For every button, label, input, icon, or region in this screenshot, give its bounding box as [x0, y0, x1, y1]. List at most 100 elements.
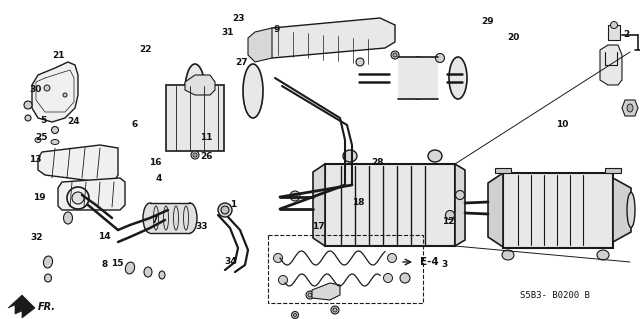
Text: 26: 26: [200, 152, 212, 161]
Ellipse shape: [333, 308, 337, 312]
Ellipse shape: [185, 64, 205, 118]
Text: 14: 14: [98, 232, 111, 241]
Text: 16: 16: [148, 158, 161, 167]
Polygon shape: [600, 45, 622, 85]
Ellipse shape: [597, 250, 609, 260]
Ellipse shape: [144, 267, 152, 277]
Ellipse shape: [218, 203, 232, 217]
Ellipse shape: [24, 101, 32, 109]
Polygon shape: [38, 145, 118, 182]
Text: E-4: E-4: [420, 257, 439, 267]
Ellipse shape: [290, 191, 300, 201]
Ellipse shape: [449, 57, 467, 99]
Polygon shape: [313, 164, 325, 246]
Text: 3: 3: [442, 260, 448, 269]
Text: 23: 23: [232, 14, 244, 23]
Ellipse shape: [44, 85, 50, 91]
Text: 20: 20: [507, 33, 520, 42]
Ellipse shape: [435, 54, 445, 63]
Ellipse shape: [445, 211, 454, 219]
Text: 31: 31: [221, 28, 234, 37]
Ellipse shape: [456, 190, 465, 199]
Polygon shape: [185, 75, 215, 95]
Ellipse shape: [191, 151, 199, 159]
Bar: [398, 57, 438, 99]
Text: 19: 19: [33, 193, 46, 202]
Ellipse shape: [51, 127, 58, 133]
Polygon shape: [608, 25, 620, 40]
Ellipse shape: [72, 192, 84, 204]
Ellipse shape: [63, 93, 67, 97]
Text: 33: 33: [195, 222, 208, 231]
Ellipse shape: [387, 254, 397, 263]
Text: 10: 10: [556, 120, 568, 129]
Polygon shape: [622, 100, 638, 116]
Ellipse shape: [502, 250, 514, 260]
Ellipse shape: [25, 115, 31, 121]
Text: 15: 15: [111, 259, 124, 268]
Text: 1: 1: [230, 200, 237, 209]
Text: 21: 21: [52, 51, 65, 60]
Ellipse shape: [428, 150, 442, 162]
Ellipse shape: [183, 203, 197, 233]
Ellipse shape: [308, 293, 312, 297]
Polygon shape: [8, 295, 35, 318]
Ellipse shape: [306, 291, 314, 299]
Bar: [268, 235, 423, 303]
Ellipse shape: [273, 254, 282, 263]
Bar: [166, 85, 224, 151]
Ellipse shape: [383, 273, 392, 283]
Ellipse shape: [331, 306, 339, 314]
Ellipse shape: [294, 314, 296, 316]
Text: 17: 17: [312, 222, 325, 231]
Ellipse shape: [45, 274, 51, 282]
Polygon shape: [488, 173, 503, 247]
Ellipse shape: [278, 276, 287, 285]
Ellipse shape: [343, 150, 357, 162]
Ellipse shape: [292, 194, 298, 198]
Polygon shape: [605, 168, 621, 173]
Ellipse shape: [44, 256, 52, 268]
Text: 29: 29: [481, 17, 494, 26]
Polygon shape: [495, 168, 511, 173]
Ellipse shape: [627, 192, 635, 227]
Text: 32: 32: [31, 233, 44, 242]
Ellipse shape: [391, 51, 399, 59]
Ellipse shape: [400, 273, 410, 283]
Text: 27: 27: [236, 58, 248, 67]
Text: 34: 34: [224, 257, 237, 266]
Text: 7: 7: [152, 216, 158, 225]
Text: 11: 11: [200, 133, 212, 142]
Ellipse shape: [611, 21, 618, 28]
Text: 28: 28: [371, 158, 384, 167]
Ellipse shape: [393, 53, 397, 57]
Ellipse shape: [243, 64, 263, 118]
Ellipse shape: [159, 271, 165, 279]
Bar: [325, 164, 455, 246]
Polygon shape: [613, 178, 631, 242]
Text: 4: 4: [156, 174, 162, 183]
Text: 12: 12: [442, 217, 454, 226]
Ellipse shape: [409, 57, 427, 99]
Ellipse shape: [35, 137, 41, 143]
Polygon shape: [312, 283, 340, 300]
Text: 2: 2: [623, 30, 629, 39]
Text: S5B3- B0200 B: S5B3- B0200 B: [520, 291, 590, 300]
Ellipse shape: [627, 104, 633, 112]
Text: FR.: FR.: [38, 302, 56, 312]
Polygon shape: [455, 164, 465, 246]
Ellipse shape: [125, 262, 134, 274]
Text: 24: 24: [67, 117, 80, 126]
Ellipse shape: [51, 139, 59, 145]
Ellipse shape: [63, 212, 72, 224]
Ellipse shape: [291, 311, 298, 318]
Polygon shape: [260, 18, 395, 58]
Text: 5: 5: [40, 116, 47, 125]
Text: 18: 18: [352, 198, 365, 207]
Ellipse shape: [193, 153, 197, 157]
Ellipse shape: [143, 203, 157, 233]
Text: 22: 22: [140, 45, 152, 54]
Polygon shape: [58, 178, 125, 210]
Text: 8: 8: [101, 260, 108, 269]
Text: 30: 30: [29, 85, 42, 94]
